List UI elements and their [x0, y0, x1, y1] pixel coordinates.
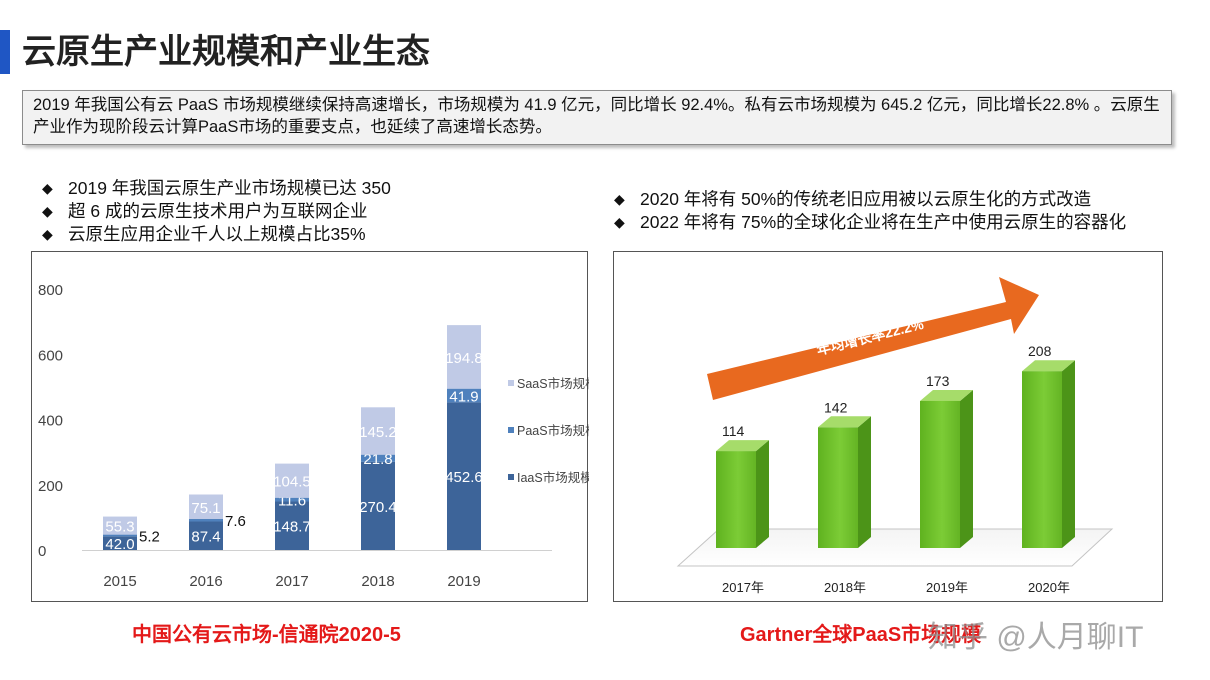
y-tick-label: 200	[38, 478, 63, 495]
legend-label: SaaS市场规模	[517, 376, 589, 391]
diamond-bullet-icon: ◆	[42, 226, 53, 242]
data-label: 104.5	[273, 474, 311, 491]
bar	[1022, 371, 1062, 548]
legend-swatch	[508, 380, 514, 386]
data-label: 87.4	[191, 529, 220, 546]
data-label: 270.4	[359, 499, 397, 516]
bar-side-face	[1062, 360, 1075, 548]
diamond-bullet-icon: ◆	[614, 191, 625, 207]
list-item: ◆ 2019 年我国云原生产业市场规模已达 350	[42, 177, 391, 200]
bar-segment	[361, 454, 395, 462]
data-label: 208	[1028, 343, 1052, 359]
bullet-text: 超 6 成的云原生技术用户为互联网企业	[68, 201, 368, 221]
y-tick-label: 0	[38, 543, 46, 560]
x-tick-label: 2018年	[824, 580, 866, 595]
bar	[716, 451, 756, 548]
chart-floor	[676, 528, 1114, 567]
data-label: 148.7	[273, 519, 311, 536]
bar-segment	[447, 388, 481, 403]
bar-segment	[103, 534, 137, 537]
list-item: ◆ 2020 年将有 50%的传统老旧应用被以云原生化的方式改造	[614, 188, 1126, 211]
x-tick-label: 2016	[189, 573, 222, 590]
x-tick-label: 2017年	[722, 580, 764, 595]
bar-segment	[361, 407, 395, 455]
x-tick-label: 2018	[361, 573, 394, 590]
stacked-bar-chart-frame: 0 200 400 600 800 42.0 5.2 55.3 2015 87.4 7.6 75.1 2…	[31, 251, 589, 602]
bar-segment	[103, 516, 137, 535]
bar-side-face	[960, 389, 973, 548]
page-title: 云原生产业规模和产业生态	[22, 33, 430, 71]
diamond-bullet-icon: ◆	[42, 180, 53, 196]
bar-segment	[189, 519, 223, 522]
right-bullet-list: ◆ 2020 年将有 50%的传统老旧应用被以云原生化的方式改造 ◆ 2022 年将…	[614, 188, 1126, 234]
data-label: 75.1	[191, 500, 220, 517]
bar-segment	[275, 463, 309, 498]
bullet-text: 2019 年我国云原生产业市场规模已达 350	[68, 178, 391, 198]
bar-segment	[447, 325, 481, 389]
summary-text: 2019 年我国公有云 PaaS 市场规模继续保持高速增长，市场规模为 41.9…	[33, 96, 1160, 136]
right-chart-caption: Gartner全球PaaS市场规模	[740, 624, 982, 646]
data-label: 21.8	[363, 451, 392, 468]
bar-segment	[447, 402, 481, 550]
bullet-text: 2020 年将有 50%的传统老旧应用被以云原生化的方式改造	[640, 189, 1092, 209]
watermark: 知乎 @人月聊IT	[928, 621, 1144, 654]
bullet-text: 云原生应用企业千人以上规模占比35%	[68, 224, 366, 244]
y-tick-label: 600	[38, 347, 63, 364]
data-label: 5.2	[139, 528, 160, 545]
x-tick-label: 2020年	[1028, 580, 1070, 595]
bullet-text: 2022 年将有 75%的全球化企业将在生产中使用云原生的容器化	[640, 212, 1127, 232]
bar	[920, 400, 960, 548]
data-label: 194.8	[445, 350, 483, 367]
bar-side-face	[756, 440, 769, 548]
legend-label: IaaS市场规模	[517, 470, 589, 485]
paas-3d-bar-chart-frame: 114 2017年 142 2018年 173 2019年 208 2020年 年均增长率22.…	[613, 251, 1163, 602]
bar-segment	[275, 501, 309, 550]
x-tick-label: 2019年	[926, 580, 968, 595]
legend-label: PaaS市场规模	[517, 423, 589, 438]
legend-swatch	[508, 427, 514, 433]
data-label: 145.2	[359, 424, 397, 441]
bar	[818, 427, 858, 548]
x-tick-label: 2017	[275, 573, 308, 590]
bar-top-face	[818, 416, 871, 428]
y-tick-label: 400	[38, 413, 63, 430]
bar-segment	[189, 521, 223, 550]
data-label: 7.6	[225, 513, 246, 530]
list-item: ◆ 2022 年将有 75%的全球化企业将在生产中使用云原生的容器化	[614, 211, 1126, 234]
x-tick-label: 2019	[447, 573, 480, 590]
bar-top-face	[920, 389, 973, 401]
data-label: 173	[926, 373, 950, 389]
stacked-bar-chart: 0 200 400 600 800 42.0 5.2 55.3 2015 87.4 7.6 75.1 2…	[38, 282, 589, 590]
data-label: 41.9	[449, 389, 478, 406]
data-label: 42.0	[105, 536, 134, 553]
left-bullet-list: ◆ 2019 年我国云原生产业市场规模已达 350 ◆ 超 6 成的云原生技术用户为…	[42, 177, 391, 246]
x-tick-label: 2015	[103, 573, 136, 590]
left-chart-caption: 中国公有云市场-信通院2020-5	[132, 624, 401, 646]
data-label: 142	[824, 399, 848, 415]
data-label: 55.3	[105, 519, 134, 536]
bar-segment	[189, 494, 223, 520]
y-tick-label: 800	[38, 282, 63, 299]
legend-swatch	[508, 474, 514, 480]
diamond-bullet-icon: ◆	[42, 203, 53, 219]
diamond-bullet-icon: ◆	[614, 214, 625, 230]
bar-side-face	[858, 416, 871, 548]
bar-segment	[275, 497, 309, 502]
list-item: ◆ 云原生应用企业千人以上规模占比35%	[42, 223, 391, 246]
bar-top-face	[716, 440, 769, 452]
bar-segment	[361, 461, 395, 550]
list-item: ◆ 超 6 成的云原生技术用户为互联网企业	[42, 200, 391, 223]
bar-top-face	[1022, 360, 1075, 372]
data-label: 452.6	[445, 469, 483, 486]
data-label: 114	[722, 423, 745, 439]
growth-arrow	[707, 277, 1039, 400]
bar-segment	[103, 536, 137, 550]
summary-box: 2019 年我国公有云 PaaS 市场规模继续保持高速增长，市场规模为 41.9…	[22, 90, 1172, 145]
title-accent-bar	[0, 30, 10, 74]
paas-bar-chart: 1142017年1422018年1732019年2082020年年均增长率22.…	[676, 277, 1114, 595]
